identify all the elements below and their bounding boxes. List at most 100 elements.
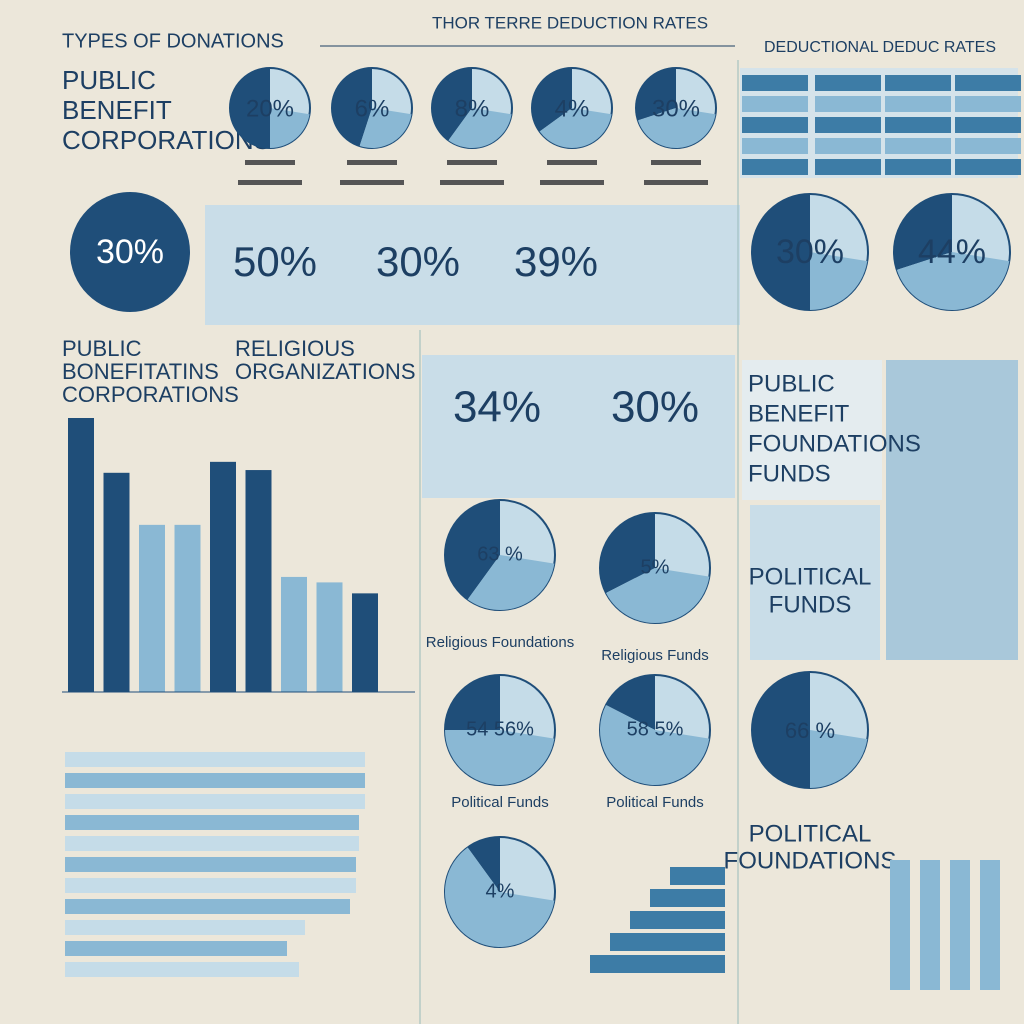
header-right: DEDUCTIONAL DEDUC RATES [764,39,996,56]
pie-slice [332,68,372,147]
bar [210,461,236,692]
hbar [65,857,356,872]
caption-bar [245,160,295,165]
circle-value: 44% [918,233,986,271]
pie-slice [539,108,612,148]
label-panel [750,505,880,660]
tile-value: 30% [611,383,699,432]
circle-value: 20% [246,95,294,122]
label-line: FUNDS [769,591,852,618]
table-cell [885,75,951,91]
header-center: THOR TERRE DEDUCTION RATES [432,13,708,32]
pie-slice [605,675,655,730]
hbar [65,920,305,935]
pie-slice [605,568,710,624]
bar [281,576,307,692]
pie-slice [445,730,555,785]
circle-value: 6% [355,95,390,122]
table-cell [815,117,881,133]
caption-bar [447,160,497,165]
table-cell [955,75,1021,91]
caption-bar [651,160,701,165]
circle-value: 8% [455,95,490,122]
table-cell [815,75,881,91]
bar [245,470,272,692]
circle-value: 4% [555,95,590,122]
table-cell [815,138,881,154]
table-cell [742,138,808,154]
table-cell [742,75,808,91]
pie-caption: Religious Funds [601,647,709,664]
pie-slice [431,68,472,141]
label-line: RELIGIOUS [235,336,355,361]
label-line: ORGANIZATIONS [235,359,416,384]
pie-slice [359,108,412,148]
pie-slice [599,513,655,593]
pie-slice [894,194,952,270]
hbar [65,773,365,788]
hbar [65,815,359,830]
label-line: BONEFITATINS [62,359,219,384]
label-line: FUNDS [748,460,831,487]
bar [68,418,94,692]
label-line: FOUNDATIONS [748,430,921,457]
pie-label: 66 % [785,718,835,743]
caption-bar [547,160,597,165]
step-bar [650,889,725,907]
tile-value: 50% [233,238,317,285]
pie-slice [270,108,310,148]
pie-slice [810,730,868,788]
pie-slice [230,68,270,148]
deco-bar [890,860,910,990]
pie-slice [810,252,868,310]
pattern-panel [886,360,1018,660]
deco-bar [980,860,1000,990]
step-bar [670,867,725,885]
label-panel [742,360,882,500]
pie-slice [445,500,500,600]
label-line: PUBLIC [62,65,156,95]
table-cell [815,96,881,112]
caption-bar [540,180,604,185]
bar [139,524,165,692]
pie-slice [752,194,810,310]
table-cell [742,159,808,175]
table-cell [885,138,951,154]
deco-bar [950,860,970,990]
hbar [65,752,365,767]
table-cell [885,96,951,112]
table-cell [885,159,951,175]
header-left: TYPES OF DONATIONS [62,30,284,52]
pie-label: 63 % [477,543,523,565]
caption-bar [340,180,404,185]
table-cell [955,117,1021,133]
step-bar [590,955,725,973]
pie-slice [445,675,500,730]
tile-value: 39% [514,238,598,285]
big-circle [70,192,190,312]
caption-bar [440,180,504,185]
label-line: POLITICAL [749,563,872,590]
pie-caption: Political Funds [451,794,549,811]
label-line: FOUNDATIONS [724,847,897,874]
caption-bar [347,160,397,165]
table-cell [955,96,1021,112]
bar [352,593,378,692]
label-line: BENEFIT [748,400,850,427]
pie-slice [637,108,716,148]
deco-bar [920,860,940,990]
tile-value: 34% [453,383,541,432]
table-cell [955,138,1021,154]
pie-caption: Political Funds [606,794,704,811]
pie-slice [445,847,555,947]
label-line: PUBLIC [62,336,142,361]
label-line: POLITICAL [749,820,872,847]
table-cell [885,117,951,133]
label-line: CORPORATIONS [62,382,239,407]
table-cell [815,159,881,175]
hbar [65,878,356,893]
hbar [65,941,287,956]
pie-slice [467,555,555,610]
